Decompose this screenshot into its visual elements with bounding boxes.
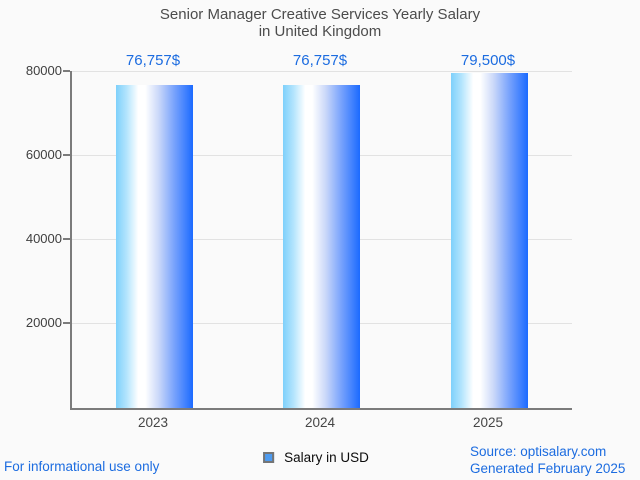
- y-axis-tick-80000: [63, 70, 70, 72]
- chart-title-line1: Senior Manager Creative Services Yearly …: [159, 6, 481, 23]
- plot-area: [63, 70, 572, 410]
- x-axis-label-2025: 2025: [472, 415, 504, 430]
- bar-2023: [116, 85, 193, 408]
- bar-2024: [283, 85, 360, 408]
- footer-source-block: Source: optisalary.com Generated Februar…: [470, 443, 625, 477]
- bar-2025: [451, 73, 528, 408]
- y-axis-label-20000: 20000: [25, 315, 62, 330]
- bar-value-label-2024: 76,757$: [292, 52, 348, 69]
- legend: Salary in USD: [263, 450, 369, 465]
- y-axis-tick-40000: [63, 238, 70, 240]
- y-axis-tick-60000: [63, 154, 70, 156]
- bar-value-label-2025: 79,500$: [460, 52, 516, 69]
- y-axis-label-40000: 40000: [25, 231, 62, 246]
- legend-blue-square-icon: [263, 452, 275, 463]
- x-axis-label-2023: 2023: [137, 415, 169, 430]
- y-axis-tick-20000: [63, 322, 70, 324]
- y-axis-label-80000: 80000: [25, 63, 62, 78]
- chart-title-line2: in United Kingdom: [258, 23, 382, 40]
- legend-label: Salary in USD: [284, 450, 369, 465]
- footer-source: Source: optisalary.com: [470, 444, 607, 459]
- gridline-80000: [72, 71, 572, 72]
- y-axis-label-60000: 60000: [25, 147, 62, 162]
- x-axis-label-2024: 2024: [304, 415, 336, 430]
- footer-disclaimer: For informational use only: [4, 459, 160, 474]
- footer-generated: Generated February 2025: [470, 461, 626, 476]
- chart-title: Senior Manager Creative Services Yearly …: [0, 6, 640, 40]
- bar-value-label-2023: 76,757$: [125, 52, 181, 69]
